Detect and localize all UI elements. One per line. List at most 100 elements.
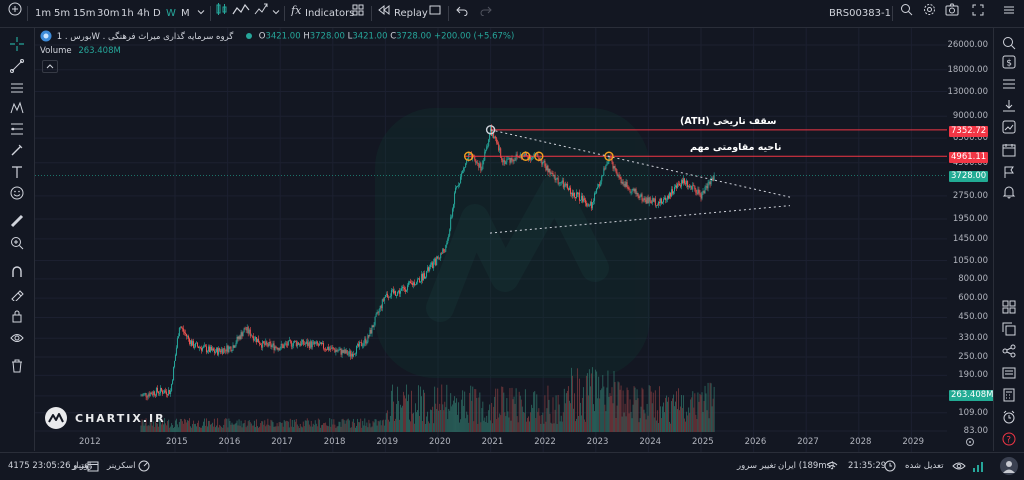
horizontal-lines-icon[interactable]	[7, 78, 27, 98]
candle-body	[358, 343, 360, 347]
redo-icon[interactable]	[480, 0, 492, 27]
copy-icon[interactable]	[1000, 320, 1018, 338]
calculator-icon[interactable]	[1000, 386, 1018, 404]
volume-legend[interactable]: Volume 263.408M	[40, 46, 121, 56]
volume-bar	[165, 423, 167, 432]
avatar[interactable]	[1000, 457, 1018, 475]
separator	[892, 6, 893, 21]
eye-icon[interactable]	[7, 328, 27, 348]
candle-body	[687, 180, 689, 188]
resistance-annotation[interactable]: ناحیه مقاومتی مهم	[690, 142, 782, 153]
chart-up-icon[interactable]	[1000, 118, 1018, 136]
grid-apps-icon[interactable]	[1000, 298, 1018, 316]
open-value: 3421.00	[265, 31, 301, 42]
timeframe-1m[interactable]: 1m	[35, 8, 52, 19]
trash-icon[interactable]	[7, 356, 27, 376]
candle-body	[414, 284, 416, 286]
candles-icon[interactable]	[214, 0, 228, 27]
eye-small-icon[interactable]	[952, 453, 966, 480]
price-chart[interactable]	[35, 28, 947, 452]
volume-bar	[153, 427, 155, 432]
chevron-down-icon[interactable]	[197, 0, 205, 27]
candle-body	[186, 336, 188, 337]
candle-body	[144, 393, 146, 394]
timeframe-30m[interactable]: 30m	[97, 8, 120, 19]
timeframe-4h[interactable]: 4h	[137, 8, 150, 19]
calendar-small-icon[interactable]	[87, 453, 99, 480]
replay-icon[interactable]	[378, 0, 390, 27]
volume-bar	[550, 422, 552, 432]
volume-bar	[455, 402, 457, 432]
help-icon[interactable]: ?	[1000, 430, 1018, 448]
line-chart-icon[interactable]	[232, 0, 250, 27]
watchlist-icon[interactable]	[1000, 75, 1018, 93]
volume-bar	[624, 403, 626, 432]
timeframe-1h[interactable]: 1h	[121, 8, 134, 19]
volume-bar	[288, 427, 290, 432]
ath-annotation[interactable]: سقف تاریخی (ATH)	[680, 116, 777, 127]
candle-body	[710, 178, 712, 185]
signal-bars-icon[interactable]	[972, 453, 986, 480]
timeframe-d[interactable]: D	[153, 8, 161, 19]
change-server-button[interactable]: تغییر سرور	[737, 461, 777, 471]
zoom-search-icon[interactable]	[1000, 34, 1018, 52]
share-icon[interactable]	[1000, 342, 1018, 360]
timeframe-w[interactable]: W	[166, 8, 176, 19]
price-axis[interactable]: 26000.00 18000.00 13000.00 9000.00 6500.00 45…	[947, 28, 992, 452]
volume-bar	[294, 421, 296, 432]
compare-icon[interactable]	[254, 0, 268, 27]
indicators-icon[interactable]: fx	[290, 0, 302, 27]
candle-body	[177, 336, 179, 339]
layouts-icon[interactable]	[352, 0, 364, 27]
bell-icon[interactable]	[1000, 183, 1018, 201]
smiley-icon[interactable]	[7, 183, 27, 203]
crosshair-icon[interactable]	[7, 34, 27, 54]
volume-bar	[452, 404, 454, 432]
collapse-legend-button[interactable]	[42, 60, 58, 73]
axis-settings-icon[interactable]	[965, 437, 975, 450]
lock-drawing-icon[interactable]	[7, 284, 27, 304]
news-icon[interactable]	[1000, 364, 1018, 382]
flag-icon[interactable]	[1000, 163, 1018, 181]
gear-icon[interactable]	[923, 0, 936, 27]
chart-pane[interactable]	[35, 28, 947, 452]
download-icon[interactable]	[1000, 97, 1018, 115]
open-label: O	[258, 31, 266, 42]
alarm-icon[interactable]	[1000, 408, 1018, 426]
volume-bar	[224, 419, 226, 432]
volume-bar	[363, 425, 365, 432]
undo-icon[interactable]	[456, 0, 468, 27]
camera-icon[interactable]	[945, 0, 959, 27]
fib-icon[interactable]	[7, 119, 27, 139]
symbol-name[interactable]: BRS00383-1	[829, 8, 891, 19]
volume-bar	[180, 419, 182, 432]
zoom-in-icon[interactable]	[7, 233, 27, 253]
screener-icon[interactable]	[138, 453, 150, 480]
fullscreen-box-icon[interactable]	[429, 0, 441, 27]
replay-button[interactable]: Replay	[394, 8, 428, 19]
timeframe-15m[interactable]: 15m	[73, 8, 96, 19]
candle-body	[343, 349, 345, 353]
add-symbol-icon[interactable]	[8, 0, 22, 27]
dollar-icon[interactable]: $	[1000, 53, 1018, 71]
symbol-legend[interactable]: بورس . 1W . گروه سرمایه گذاری میراث فرهن…	[40, 30, 514, 42]
trend-line-icon[interactable]	[7, 56, 27, 76]
volume-bar	[504, 412, 506, 432]
pattern-icon[interactable]	[7, 98, 27, 118]
magnet-icon[interactable]	[7, 262, 27, 282]
fullscreen-icon[interactable]	[972, 0, 984, 27]
adjusted-toggle[interactable]: تعدیل شده	[905, 461, 944, 471]
timeframe-m[interactable]: M	[181, 8, 190, 19]
indicators-button[interactable]: Indicators	[305, 8, 355, 19]
text-icon[interactable]	[7, 162, 27, 182]
menu-icon[interactable]	[1003, 0, 1015, 27]
calendar-icon[interactable]	[1000, 141, 1018, 159]
server-latency: ایران (189ms)	[778, 461, 835, 471]
screener-label[interactable]: اسکرینر	[107, 461, 136, 471]
lock-icon[interactable]	[7, 306, 27, 326]
ruler-icon[interactable]	[7, 211, 27, 231]
timeframe-5m[interactable]: 5m	[54, 8, 71, 19]
search-icon[interactable]	[900, 0, 913, 27]
chevron-down-icon[interactable]	[272, 0, 280, 27]
brush-icon[interactable]	[7, 140, 27, 160]
